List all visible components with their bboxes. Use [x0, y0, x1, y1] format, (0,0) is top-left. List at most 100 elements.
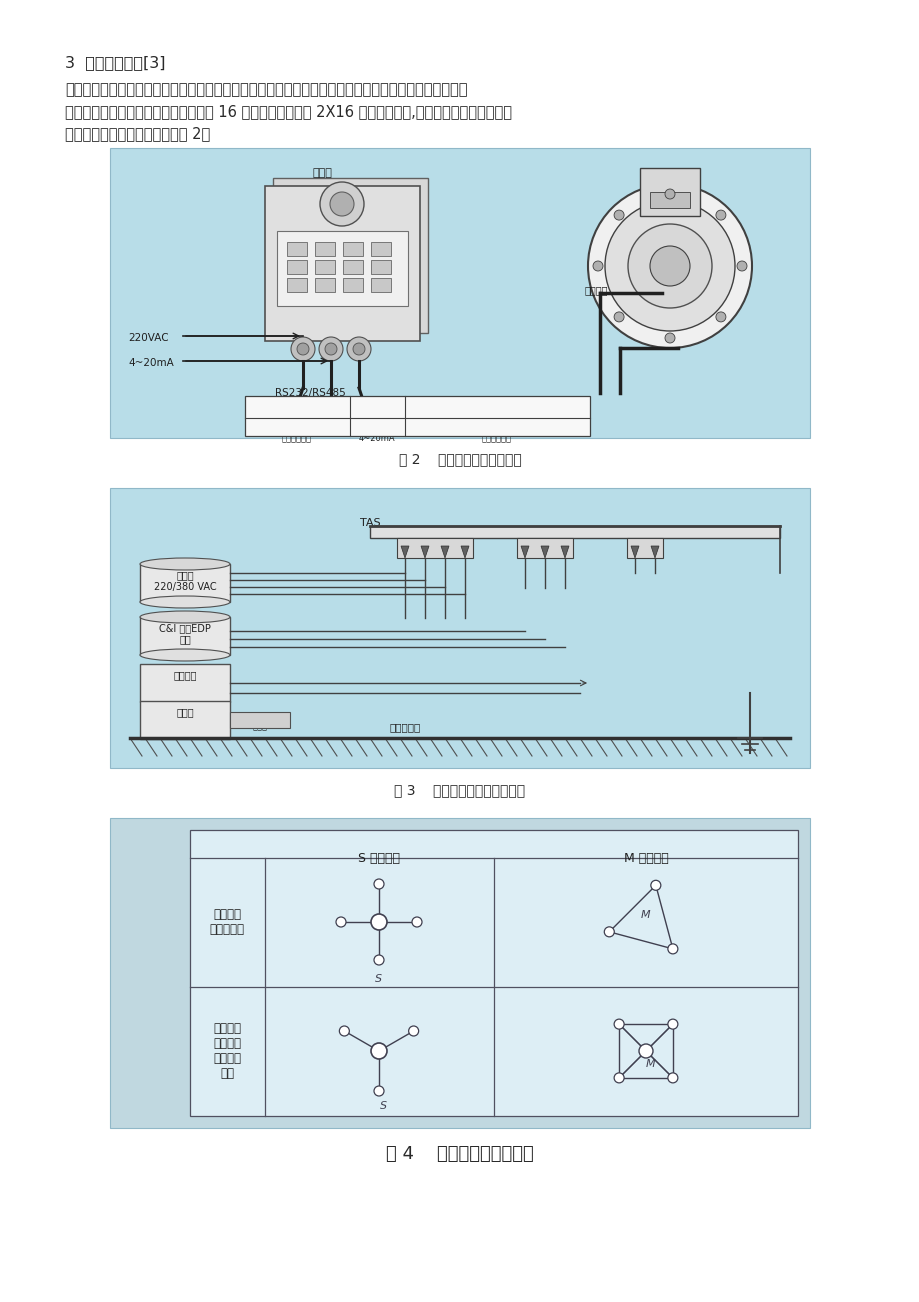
Ellipse shape	[140, 559, 230, 570]
Text: IN: IN	[387, 410, 395, 419]
Circle shape	[650, 880, 660, 891]
Circle shape	[330, 191, 354, 216]
Text: 图 2    电磁流量计结构示意图: 图 2 电磁流量计结构示意图	[398, 452, 521, 466]
Bar	[287, 260, 307, 273]
Circle shape	[370, 1043, 387, 1059]
Text: 变送器: 变送器	[312, 168, 332, 178]
Text: L2: L2	[292, 410, 301, 419]
Text: 基本均等
电位连接网: 基本均等 电位连接网	[210, 907, 244, 936]
Bar	[640, 168, 699, 216]
Text: M: M	[641, 910, 650, 921]
Circle shape	[290, 337, 314, 361]
Text: S: S	[380, 1101, 387, 1111]
Polygon shape	[440, 546, 448, 559]
Circle shape	[412, 917, 422, 927]
Bar	[343, 260, 363, 273]
Circle shape	[324, 342, 336, 355]
Circle shape	[650, 246, 689, 286]
Bar	[244, 396, 589, 436]
Text: 220VAC: 220VAC	[280, 424, 312, 434]
Polygon shape	[540, 546, 549, 559]
Bar	[230, 712, 289, 728]
Polygon shape	[561, 546, 568, 559]
Text: M: M	[645, 1059, 655, 1069]
Text: UP: UP	[492, 410, 502, 419]
Bar	[287, 279, 307, 292]
Ellipse shape	[140, 596, 230, 608]
Circle shape	[353, 342, 365, 355]
Text: S 星型结构: S 星型结构	[357, 852, 400, 865]
Text: 探头控制端子: 探头控制端子	[482, 434, 512, 443]
Bar	[369, 526, 779, 538]
Circle shape	[339, 1026, 349, 1036]
Bar	[140, 664, 230, 702]
Circle shape	[408, 1026, 418, 1036]
Bar	[370, 242, 391, 256]
Polygon shape	[520, 546, 528, 559]
Circle shape	[593, 260, 602, 271]
Circle shape	[628, 224, 711, 309]
Circle shape	[715, 210, 725, 220]
Circle shape	[297, 342, 309, 355]
Circle shape	[374, 954, 383, 965]
Bar	[627, 538, 663, 559]
Text: 4~20mA: 4~20mA	[358, 434, 395, 443]
Text: GND: GND	[562, 410, 580, 419]
Text: 3  计量系统构成[3]: 3 计量系统构成[3]	[65, 55, 165, 70]
Text: STR: STR	[453, 410, 468, 419]
Bar	[397, 538, 472, 559]
Circle shape	[346, 337, 370, 361]
Bar	[314, 242, 335, 256]
Text: S: S	[375, 974, 382, 984]
Text: 供水管: 供水管	[176, 707, 194, 717]
Circle shape	[667, 944, 677, 954]
Text: GND: GND	[323, 410, 341, 419]
Bar	[314, 260, 335, 273]
Text: STR: STR	[527, 410, 541, 419]
Circle shape	[736, 260, 746, 271]
Bar	[370, 279, 391, 292]
Bar	[516, 538, 573, 559]
Text: 端子: 端子	[371, 424, 381, 434]
Bar	[277, 230, 407, 306]
Circle shape	[667, 1019, 677, 1029]
Text: 拖至占用
接地系统
的等电位
连接: 拖至占用 接地系统 的等电位 连接	[213, 1022, 241, 1079]
Circle shape	[639, 1044, 652, 1059]
Circle shape	[587, 184, 751, 348]
Text: 探头上游: 探头上游	[584, 285, 607, 296]
Text: 电磁流量计用于测量封闭管道中导电液体和浆液的体积流量。主要由传感器和转换器组成。其测量原理是: 电磁流量计用于测量封闭管道中导电液体和浆液的体积流量。主要由传感器和转换器组成。…	[65, 82, 467, 98]
Circle shape	[370, 914, 387, 930]
Ellipse shape	[140, 611, 230, 622]
Circle shape	[605, 201, 734, 331]
Bar	[343, 279, 363, 292]
Text: 电源机
220/380 VAC: 电源机 220/380 VAC	[153, 570, 216, 591]
Circle shape	[319, 337, 343, 361]
Text: RS232/RS485: RS232/RS485	[275, 388, 346, 398]
Text: C&I 柜或EDP
电缆: C&I 柜或EDP 电缆	[159, 622, 210, 644]
Circle shape	[667, 1073, 677, 1083]
Text: 基于法拉第电磁感应定律。转换器使用 16 位高性能微处理器 2X16 字符显示选择,参数现场设定方便、具有: 基于法拉第电磁感应定律。转换器使用 16 位高性能微处理器 2X16 字符显示选…	[65, 104, 512, 118]
Polygon shape	[401, 546, 409, 559]
Bar	[273, 178, 427, 333]
Circle shape	[374, 879, 383, 889]
Circle shape	[614, 1073, 623, 1083]
Circle shape	[604, 927, 614, 937]
Text: L1: L1	[257, 410, 267, 419]
Text: 自检和自诊断功能。其结构见图 2。: 自检和自诊断功能。其结构见图 2。	[65, 126, 210, 141]
Bar	[190, 829, 797, 1116]
Text: 基本等地线: 基本等地线	[390, 723, 421, 732]
Text: OUT: OUT	[356, 410, 371, 419]
Bar	[140, 700, 230, 740]
Text: 流量计: 流量计	[252, 723, 267, 730]
Bar	[110, 488, 809, 768]
Circle shape	[664, 333, 675, 342]
Bar	[110, 818, 809, 1128]
Ellipse shape	[140, 648, 230, 661]
Bar	[110, 148, 809, 437]
Bar	[140, 617, 230, 655]
Circle shape	[613, 210, 623, 220]
Polygon shape	[421, 546, 428, 559]
Text: 图 4    等电位连接结构形式: 图 4 等电位连接结构形式	[386, 1144, 533, 1163]
Text: 探头下游: 探头下游	[675, 285, 698, 296]
Polygon shape	[651, 546, 658, 559]
